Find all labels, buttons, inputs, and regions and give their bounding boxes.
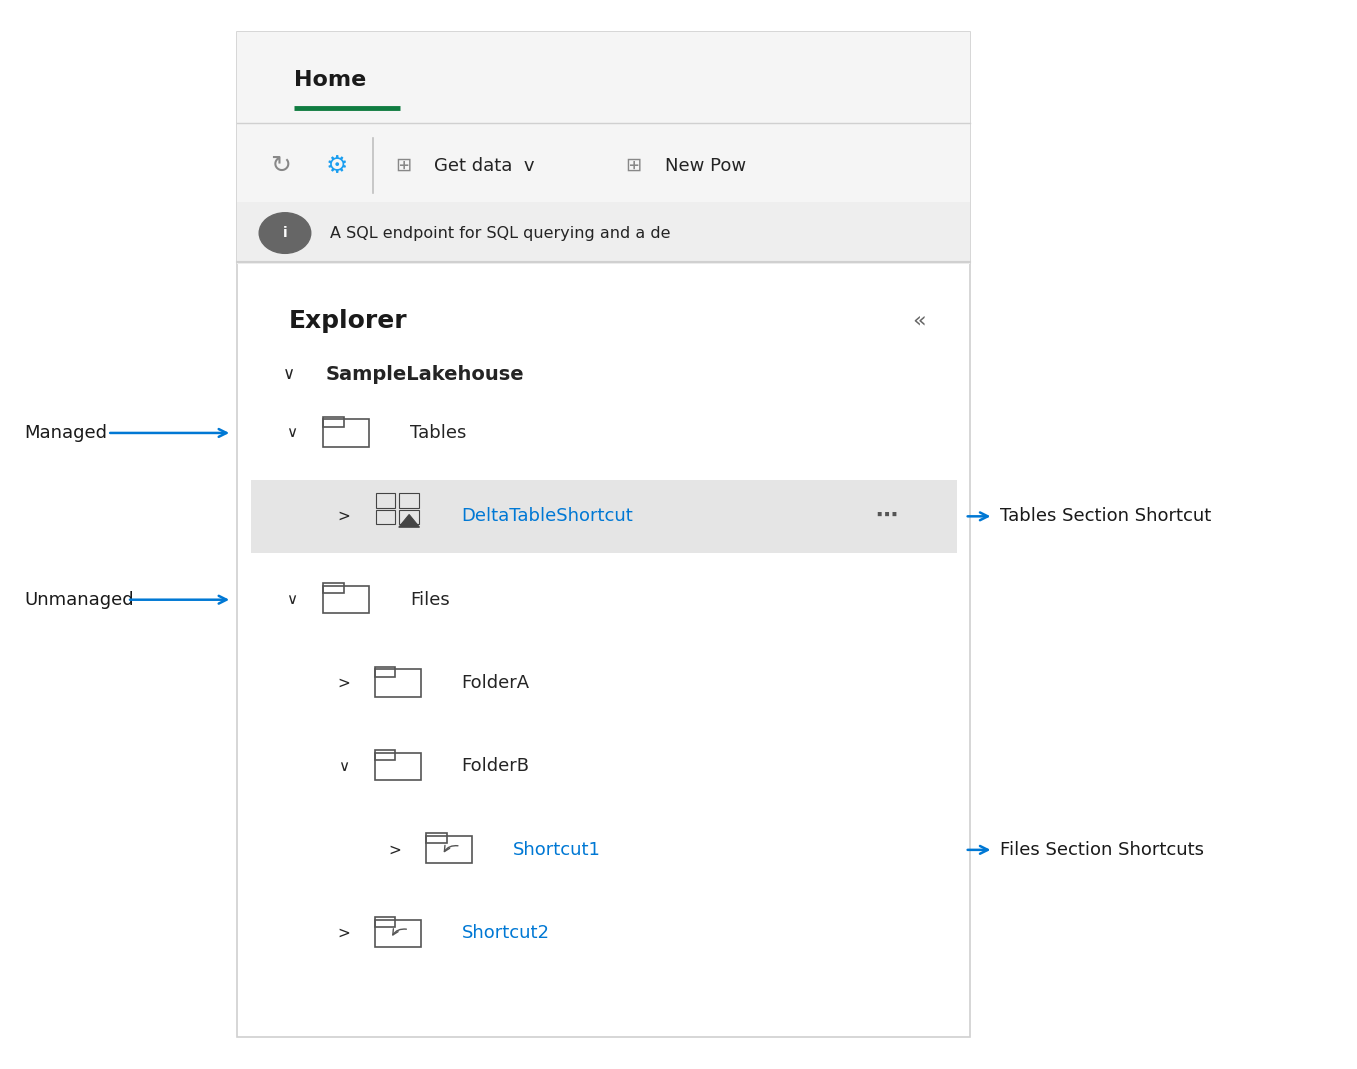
Text: «: « xyxy=(912,311,925,330)
Text: >: > xyxy=(388,842,402,857)
Text: ∨: ∨ xyxy=(338,759,349,774)
Text: A SQL endpoint for SQL querying and a de: A SQL endpoint for SQL querying and a de xyxy=(330,226,670,241)
Text: Managed: Managed xyxy=(24,424,107,441)
FancyBboxPatch shape xyxy=(237,32,970,1037)
Text: New Pow: New Pow xyxy=(665,157,746,174)
Polygon shape xyxy=(399,514,419,527)
Text: SampleLakehouse: SampleLakehouse xyxy=(326,365,524,384)
Text: Shortcut2: Shortcut2 xyxy=(461,925,550,942)
Text: ⚙: ⚙ xyxy=(326,154,347,177)
Text: Unmanaged: Unmanaged xyxy=(24,591,134,608)
FancyBboxPatch shape xyxy=(237,202,970,264)
Text: Files Section Shortcuts: Files Section Shortcuts xyxy=(1000,841,1204,858)
Text: FolderA: FolderA xyxy=(461,675,529,692)
Text: Explorer: Explorer xyxy=(289,309,407,332)
Circle shape xyxy=(259,213,311,253)
Text: Tables Section Shortcut: Tables Section Shortcut xyxy=(1000,508,1212,525)
Text: ↻: ↻ xyxy=(270,154,292,177)
Text: i: i xyxy=(282,226,288,241)
Text: >: > xyxy=(337,509,350,524)
Text: Get data  v: Get data v xyxy=(434,157,535,174)
Text: Shortcut1: Shortcut1 xyxy=(513,841,601,858)
Text: >: > xyxy=(337,676,350,691)
Text: Files: Files xyxy=(410,591,449,608)
Text: ∨: ∨ xyxy=(286,592,297,607)
Text: >: > xyxy=(337,926,350,941)
Text: ∨: ∨ xyxy=(286,425,297,440)
Text: ⊞: ⊞ xyxy=(395,156,411,175)
Text: FolderB: FolderB xyxy=(461,758,529,775)
FancyBboxPatch shape xyxy=(237,32,970,262)
FancyBboxPatch shape xyxy=(251,480,957,553)
Text: ⋯: ⋯ xyxy=(875,507,897,526)
Text: ∨: ∨ xyxy=(284,366,294,383)
Text: Tables: Tables xyxy=(410,424,467,441)
Text: ⊞: ⊞ xyxy=(626,156,642,175)
Text: DeltaTableShortcut: DeltaTableShortcut xyxy=(461,508,634,525)
Text: Home: Home xyxy=(294,71,366,90)
